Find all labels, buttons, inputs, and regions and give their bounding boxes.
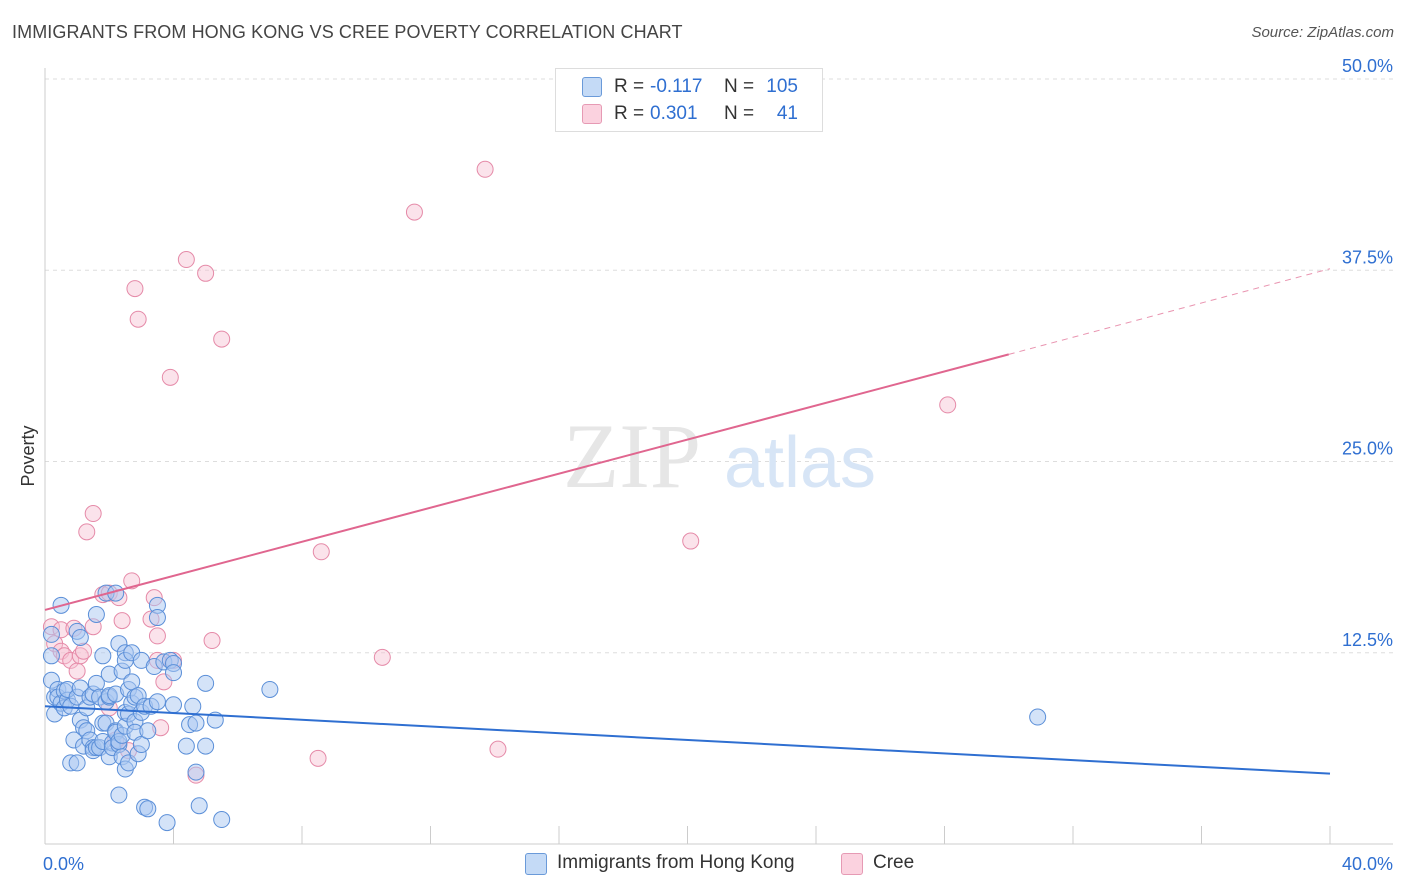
gridlines [45,78,1393,654]
data-point-hong-kong [87,606,105,623]
data-point-cree [161,368,179,386]
data-point-cree [489,740,507,758]
data-point-cree [203,632,221,650]
bottom-legend-label: Immigrants from Hong Kong [557,852,795,873]
legend-n-label: N = [724,76,755,97]
data-point-hong-kong [1029,708,1047,726]
bottom-legend-label: Cree [873,852,915,873]
data-point-hong-kong [187,714,205,732]
data-point-cree [939,396,957,414]
data-point-hong-kong [190,797,208,815]
data-point-hong-kong [158,814,176,832]
legend-row-hong-kong: R = -0.117 N = 105 [556,75,822,101]
data-point-cree [309,749,327,767]
y-tick-label: 50.0% [1342,56,1393,76]
data-point-hong-kong [42,647,60,665]
data-point-hong-kong [165,696,182,714]
y-tick-label: 25.0% [1342,439,1393,459]
y-tick-label: 37.5% [1342,247,1393,267]
data-point-cree [197,264,215,282]
data-point-cree [682,532,700,550]
trend-line-cree [44,353,1010,611]
trend-line-hong-kong [44,705,1331,775]
legend-swatch-pink [582,104,602,124]
data-point-hong-kong [197,737,215,755]
data-point-hong-kong [177,737,195,755]
data-point-cree [476,160,494,178]
legend-n-value: 105 [766,76,798,97]
data-point-cree [126,280,144,298]
data-point-cree [75,642,93,660]
legend-n-value: 41 [776,103,798,124]
tick-labels: 12.5% 25.0% 37.5% 50.0% 0.0% 40.0% [43,56,1393,874]
y-axis-label: Poverty [18,425,38,486]
axes [44,68,1393,845]
data-point-hong-kong [148,609,166,627]
data-point-hong-kong [94,647,112,665]
data-point-hong-kong [261,680,279,698]
data-point-hong-kong [71,628,89,646]
data-point-cree [213,330,231,348]
bottom-legend-swatch-pink [841,853,863,875]
data-point-hong-kong [187,763,205,781]
data-point-cree [68,662,86,680]
data-point-hong-kong [148,693,166,711]
data-point-hong-kong [132,736,150,754]
trend-lines [44,268,1331,775]
y-tick-label: 12.5% [1342,630,1393,650]
data-point-hong-kong [42,625,60,643]
series-hong-kong-points [42,584,1047,832]
data-point-hong-kong [110,786,128,804]
x-tick-label: 40.0% [1342,854,1393,874]
data-point-cree [84,505,102,523]
data-point-cree [373,648,391,666]
data-point-hong-kong [213,811,231,829]
data-point-cree [129,310,147,328]
data-point-cree [312,543,330,561]
data-point-cree [78,523,96,541]
data-point-cree [148,627,166,645]
trend-line-cree-extension [1008,268,1331,355]
bottom-legend-swatch-blue [525,853,547,875]
data-point-hong-kong [68,754,86,772]
data-point-cree [113,612,131,630]
legend-n-label: N = [724,103,755,124]
legend-r-value: 0.301 [650,103,698,124]
legend-row-cree: R = 0.301 N = 41 [556,102,822,128]
data-point-hong-kong [197,674,215,692]
source-label: Source: ZipAtlas.com [1251,24,1394,41]
data-point-cree [62,651,80,669]
data-point-cree [71,647,89,665]
legend-r-value: -0.117 [650,76,703,97]
watermark-zip: ZIP [563,405,701,507]
data-point-hong-kong [139,722,157,740]
data-point-hong-kong [184,697,202,715]
data-point-cree [177,251,195,269]
watermark: ZIP atlas [563,405,876,507]
x-tick-label: 0.0% [43,854,84,874]
stats-legend: R = -0.117 N = 105 R = 0.301 N = 41 [555,68,823,132]
legend-r-label: R = [614,76,645,97]
legend-r-label: R = [614,103,645,124]
legend-swatch-blue [582,77,602,97]
data-point-cree [405,203,423,221]
watermark-atlas: atlas [724,423,876,503]
data-point-hong-kong [165,664,182,682]
data-point-hong-kong [139,800,157,818]
chart-title: IMMIGRANTS FROM HONG KONG VS CREE POVERT… [12,22,683,42]
